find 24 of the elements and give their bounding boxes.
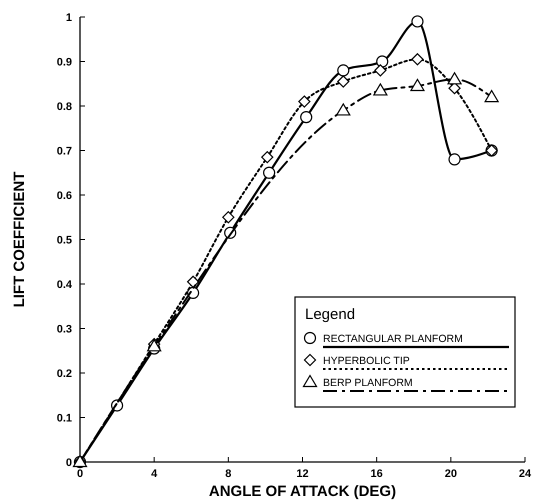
y-tick-label: 0.5	[56, 234, 72, 246]
legend-label: RECTANGULAR PLANFORM	[323, 333, 463, 345]
x-axis-title: ANGLE OF ATTACK (DEG)	[208, 483, 396, 500]
y-tick-label: 0.3	[56, 324, 72, 336]
x-tick-label: 0	[76, 468, 84, 480]
x-tick-label: 20	[444, 468, 457, 480]
y-tick-label: 0.1	[56, 412, 72, 424]
y-tick-label: 0.6	[56, 190, 72, 202]
x-tick-label: 24	[518, 468, 532, 480]
y-tick-label: 0.9	[56, 56, 72, 68]
x-tick-label: 8	[225, 468, 232, 480]
x-tick-label: 12	[296, 468, 309, 480]
x-tick-label: 16	[370, 468, 383, 480]
y-tick-label: 0.8	[56, 101, 72, 113]
y-axis-title: LIFT COEFFICIENT	[11, 172, 28, 308]
legend-label: BERP PLANFORM	[323, 377, 413, 389]
x-tick-label: 4	[151, 468, 158, 480]
y-tick-label: 0.2	[56, 368, 72, 380]
y-tick-label: 0	[66, 457, 72, 469]
y-tick-label: 1	[66, 12, 72, 24]
y-tick-label: 0.4	[56, 279, 73, 291]
y-tick-label: 0.7	[56, 146, 72, 158]
legend-label: HYPERBOLIC TIP	[323, 355, 410, 367]
legend-title: Legend	[305, 306, 356, 323]
